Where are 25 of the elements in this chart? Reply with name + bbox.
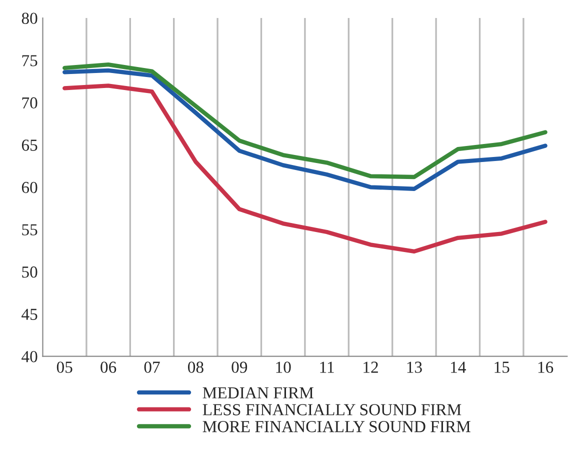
y-tick-label: 50 — [22, 266, 38, 278]
x-tick-label: 15 — [494, 362, 510, 373]
x-tick-label: 05 — [56, 362, 72, 373]
legend-label: MEDIAN FIRM — [202, 387, 314, 398]
y-tick-label: 80 — [22, 12, 38, 24]
x-tick-label: 10 — [276, 362, 291, 373]
legend-label: MORE FINANCIALLY SOUND FIRM — [202, 421, 470, 432]
x-tick-label: 16 — [538, 362, 554, 373]
x-tick-label: 08 — [188, 362, 204, 373]
x-tick-label: 09 — [232, 362, 248, 373]
y-tick-label: 55 — [22, 224, 38, 236]
x-tick-label: 14 — [451, 362, 466, 373]
y-tick-label: 40 — [22, 350, 38, 362]
x-tick-label: 12 — [364, 362, 378, 373]
x-tick-label: 06 — [100, 362, 116, 373]
y-tick-label: 70 — [22, 97, 38, 109]
x-tick-label: 11 — [320, 362, 334, 373]
x-tick-label: 07 — [144, 362, 160, 373]
y-tick-label: 45 — [22, 308, 38, 320]
y-tick-label: 75 — [22, 55, 38, 66]
y-tick-label: 65 — [22, 140, 38, 151]
line-series — [62, 84, 548, 254]
legend-label: LESS FINANCIALLY SOUND FIRM — [202, 404, 462, 416]
y-tick-label: 60 — [22, 182, 38, 194]
x-tick-label: 13 — [407, 362, 422, 373]
